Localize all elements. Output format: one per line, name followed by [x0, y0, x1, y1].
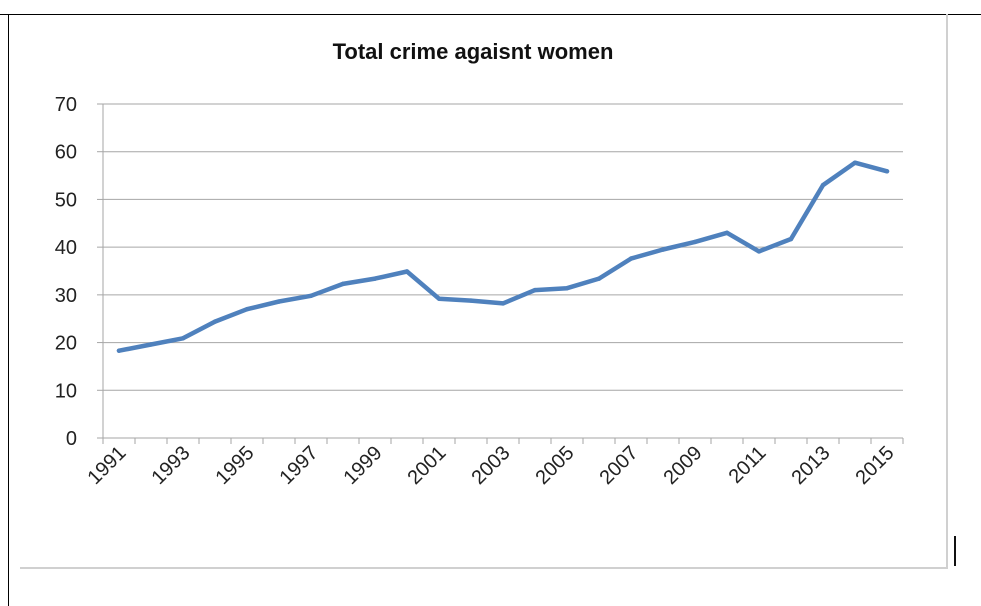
- x-tick-label-1993: 1993: [148, 442, 195, 489]
- y-tick-label-30: 30: [55, 285, 77, 307]
- y-tick-label-40: 40: [55, 237, 77, 259]
- data-point-2013: [820, 182, 826, 188]
- series-layer: [116, 160, 890, 353]
- data-point-2000: [404, 269, 410, 274]
- data-point-2014: [852, 160, 858, 165]
- x-tick-label-2013: 2013: [788, 442, 835, 489]
- x-tick-label-2011: 2011: [725, 442, 771, 488]
- data-point-2012: [788, 236, 794, 242]
- chart-container: [20, 14, 948, 569]
- x-axis-tick-labels: 1991 1993 1995 1997 1999 2001 2003 2005 2007 2009…: [84, 442, 899, 489]
- data-point-1997: [308, 293, 314, 299]
- chart-title: Total crime agaisnt women: [333, 39, 614, 64]
- x-tick-label-1991: 1991: [84, 442, 131, 489]
- x-tick-label-2001: 2001: [404, 442, 451, 489]
- data-point-1992: [148, 342, 154, 347]
- data-point-1994: [212, 319, 218, 324]
- data-point-2011: [756, 249, 762, 254]
- data-point-2008: [660, 247, 666, 252]
- data-point-1993: [180, 336, 186, 341]
- x-tick-label-2009: 2009: [660, 442, 707, 489]
- x-tick-label-2003: 2003: [468, 442, 515, 489]
- x-tick-label-2007: 2007: [596, 442, 643, 489]
- cursor-mark: [954, 536, 956, 566]
- data-point-1991: [116, 348, 122, 353]
- data-point-2009: [692, 239, 698, 245]
- y-tick-label-20: 20: [55, 333, 77, 355]
- y-tick-label-70: 70: [55, 94, 77, 116]
- data-point-1996: [276, 299, 282, 304]
- y-tick-label-10: 10: [55, 380, 77, 402]
- data-point-2015: [884, 169, 890, 174]
- data-point-2005: [564, 285, 570, 291]
- x-tick-label-1995: 1995: [212, 442, 259, 489]
- page-frame-top: [0, 14, 981, 15]
- y-tick-label-60: 60: [55, 142, 77, 164]
- data-point-2001: [436, 296, 442, 301]
- data-point-2002: [468, 298, 474, 303]
- x-tick-label-1997: 1997: [276, 442, 323, 489]
- data-point-1995: [244, 306, 250, 312]
- x-tick-label-2015: 2015: [852, 442, 899, 489]
- x-tick-label-2005: 2005: [532, 442, 579, 489]
- gridlines: [103, 103, 903, 391]
- data-point-2010: [724, 230, 730, 236]
- x-tick-label-1999: 1999: [340, 442, 387, 489]
- y-tick-label-0: 0: [66, 428, 77, 450]
- axes: [97, 103, 904, 444]
- y-axis-tick-labels: 0 10 20 30 40 50 60 70: [55, 94, 77, 450]
- data-point-2004: [532, 287, 538, 293]
- data-point-2007: [628, 256, 634, 261]
- data-point-2003: [500, 301, 506, 306]
- y-tick-label-50: 50: [55, 189, 77, 211]
- data-point-1999: [372, 276, 378, 281]
- series-line-0: [116, 160, 890, 353]
- data-point-2006: [596, 276, 602, 281]
- data-point-1998: [340, 281, 346, 287]
- page-frame-left: [8, 14, 9, 606]
